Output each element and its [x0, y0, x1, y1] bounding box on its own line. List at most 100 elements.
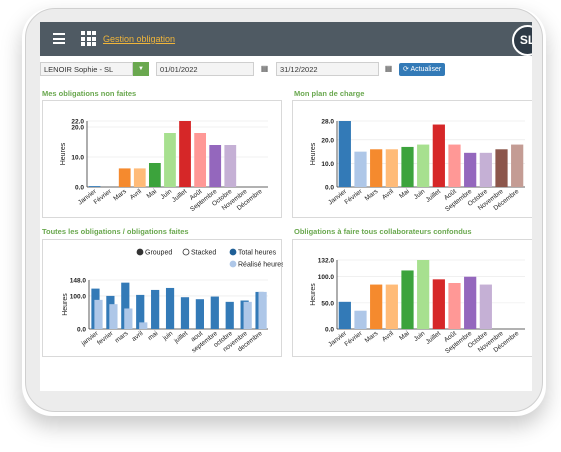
x-tick-label: Février — [93, 188, 114, 206]
y-tick-label: 22.0 — [71, 119, 84, 126]
y-tick-label: 10.0 — [321, 161, 334, 168]
date-from-input[interactable]: 01/01/2022 — [156, 62, 254, 76]
bar — [88, 186, 101, 187]
bar — [354, 310, 367, 329]
section-title-tous-collab: Obligations à faire tous collaborateurs … — [294, 227, 472, 236]
bar — [164, 133, 176, 187]
bar-total — [195, 299, 204, 329]
bar — [148, 163, 161, 187]
chart-card-plan-charge: 28.0 20.0 10.0 0.0 Heures Janvier Février Mars A… — [292, 100, 532, 218]
legend-grouped-dot — [136, 248, 144, 256]
bar — [511, 144, 524, 187]
bar — [194, 133, 207, 187]
x-tick-label: Avril — [381, 188, 396, 202]
x-tick-label: Février — [343, 188, 364, 206]
y-tick-label: 0.0 — [77, 327, 86, 334]
y-tick-label: 10.0 — [71, 155, 84, 162]
calendar-icon[interactable]: ▦ — [260, 64, 269, 73]
x-tick-label: Mai — [146, 188, 159, 200]
legend-realise-heures-dot — [229, 260, 237, 268]
x-tick-label: Mai — [398, 188, 411, 200]
bar — [417, 144, 430, 187]
bar — [401, 270, 414, 329]
chart-card-non-faites: 22.0 20.0 10.0 0.0 Heures Janvier Février Mars A… — [42, 100, 282, 218]
bar — [479, 284, 492, 329]
bar — [385, 284, 398, 329]
chevron-down-icon[interactable]: ▼ — [133, 62, 149, 76]
legend-grouped-label: Grouped — [145, 250, 172, 257]
menu-icon[interactable] — [53, 33, 65, 44]
bar — [417, 260, 430, 329]
y-tick-label: 28.0 — [321, 119, 334, 126]
x-tick-label: Mai — [398, 330, 411, 342]
section-title-non-faites: Mes obligations non faites — [42, 89, 137, 98]
bar — [370, 149, 383, 187]
legend-realise-label: Réalisé heures — [238, 262, 283, 269]
y-tick-label: 0.0 — [325, 327, 334, 334]
bar-total — [121, 282, 130, 329]
bar — [432, 279, 445, 329]
bar — [338, 301, 351, 329]
bar — [432, 124, 445, 187]
bar-realise — [94, 299, 103, 329]
x-tick-label: juillet — [172, 330, 189, 345]
bar-total — [136, 294, 145, 329]
refresh-label: Actualiser — [410, 66, 442, 73]
x-tick-label: Avril — [381, 330, 396, 344]
y-tick-label: 0.0 — [75, 185, 84, 192]
bar — [118, 168, 131, 187]
y-axis-label: Heures — [310, 283, 317, 306]
bar-total — [151, 289, 160, 329]
section-title-toutes: Toutes les obligations / obligations fai… — [42, 227, 189, 236]
bar — [401, 146, 414, 187]
calendar-icon[interactable]: ▦ — [384, 64, 393, 73]
bar-realise — [139, 322, 148, 329]
x-tick-label: fevrier — [96, 330, 115, 347]
bar-realise — [258, 291, 267, 329]
x-tick-label: Février — [343, 330, 364, 348]
y-tick-label: 100.0 — [318, 274, 335, 281]
bar — [370, 284, 383, 329]
x-tick-label: Juillet — [425, 188, 443, 204]
legend-total-label: Total heures — [238, 250, 277, 257]
y-tick-label: 148.0 — [70, 278, 87, 285]
x-tick-label: Juillet — [171, 188, 189, 204]
bar — [495, 149, 508, 187]
legend-total-heures-dot — [229, 248, 237, 256]
date-to-input[interactable]: 31/12/2022 — [276, 62, 379, 76]
chart-card-tous-collab: 132.0 100.0 50.0 0.0 Heures Janvier Février Mar… — [292, 239, 532, 357]
bar — [133, 168, 146, 187]
x-tick-label: Juillet — [425, 330, 443, 346]
apps-grid-icon[interactable] — [81, 31, 96, 46]
refresh-button[interactable]: ⟳ Actualiser — [399, 63, 446, 76]
bar-total — [165, 287, 175, 329]
user-avatar[interactable]: SL — [512, 25, 532, 56]
x-tick-label: Avril — [129, 188, 144, 202]
chart-card-toutes: 148.0 100.0 0.0 Heures janvier fevrier mars avr… — [42, 239, 285, 357]
bar — [385, 149, 398, 187]
bar — [448, 283, 461, 329]
bar — [338, 121, 351, 187]
bar-realise — [109, 304, 118, 329]
bar-total — [180, 297, 190, 329]
bar — [354, 151, 367, 187]
y-axis-label: Heures — [60, 142, 67, 165]
legend-stacked-dot — [182, 248, 190, 256]
app-title-link[interactable]: Gestion obligation — [103, 34, 176, 44]
refresh-icon: ⟳ — [403, 66, 411, 73]
bar — [448, 144, 461, 187]
app-screen: Gestion obligation SL LENOIR Sophie - SL… — [40, 22, 532, 391]
bar — [464, 276, 477, 329]
bar-total — [225, 301, 234, 329]
person-select[interactable]: LENOIR Sophie - SL — [40, 62, 133, 76]
y-tick-label: 132.0 — [318, 258, 335, 265]
x-tick-label: Mars — [364, 330, 380, 345]
bar — [479, 152, 492, 187]
y-axis-label: Heures — [310, 142, 317, 165]
x-tick-label: Mars — [364, 188, 380, 203]
x-tick-label: juin — [161, 330, 174, 343]
legend-stacked-label: Stacked — [191, 250, 216, 257]
